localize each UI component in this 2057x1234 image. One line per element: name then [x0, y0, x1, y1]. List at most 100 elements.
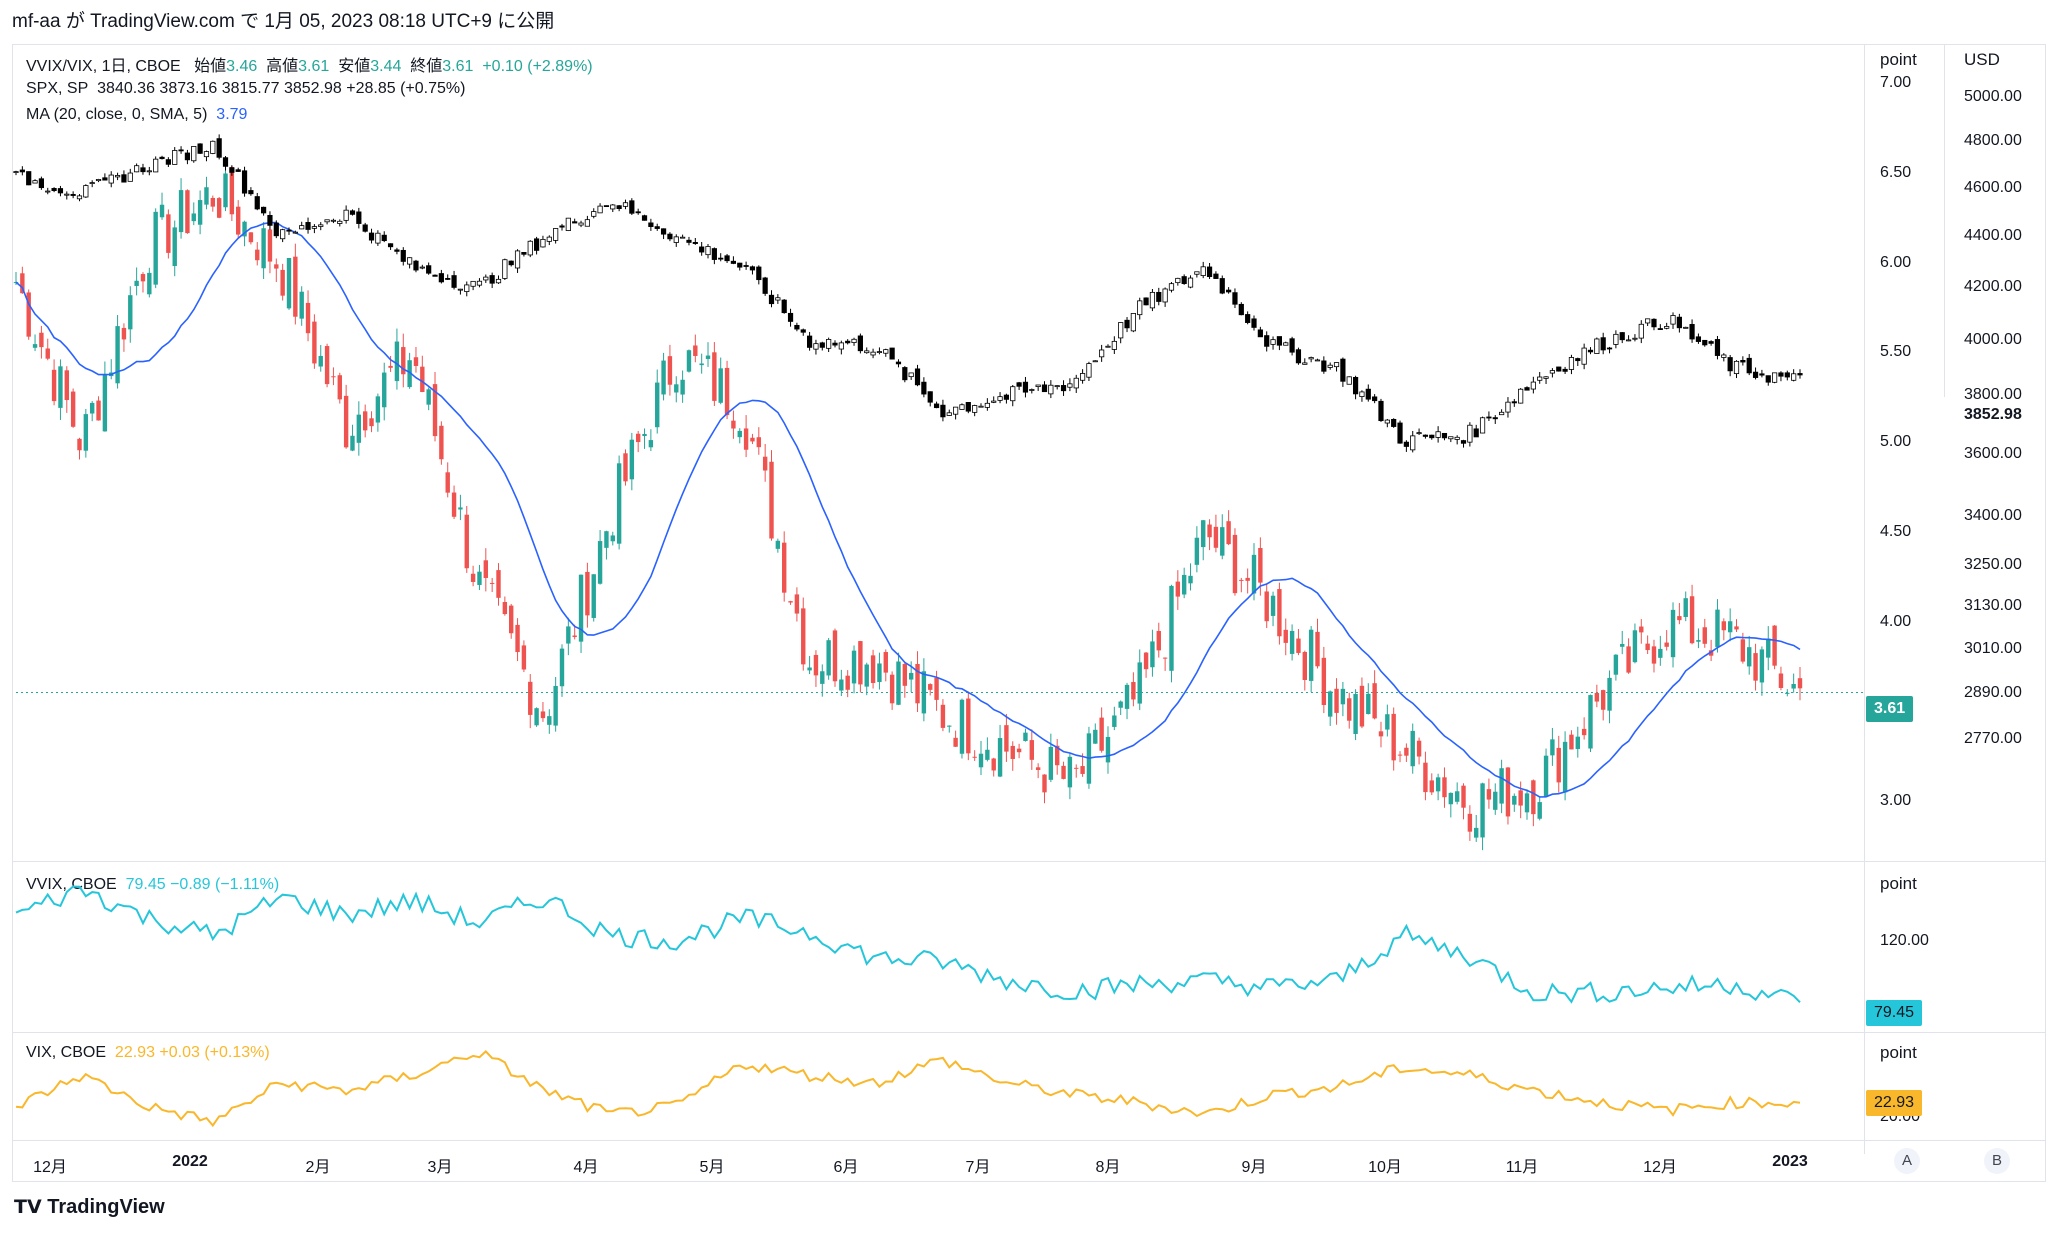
spx-candle	[1257, 329, 1263, 338]
pane-separator-2[interactable]	[12, 1032, 2046, 1033]
spx-candle	[1479, 417, 1486, 434]
spx-candle	[134, 165, 140, 173]
ratio-candle	[1772, 625, 1777, 666]
log-scale-button[interactable]: B	[1984, 1148, 2010, 1174]
ratio-candle	[369, 418, 374, 427]
spx-candle	[1187, 277, 1194, 288]
spx-candle	[1499, 411, 1505, 416]
ratio-candle	[159, 204, 165, 218]
ratio-candle	[1499, 768, 1504, 804]
ratio-candle	[1105, 736, 1111, 763]
x-tick: 8月	[1095, 1159, 1121, 1176]
spx-candle	[1537, 376, 1543, 381]
ratio-candle	[1347, 698, 1352, 721]
spx-candle	[1429, 434, 1435, 439]
spx-candle	[1645, 318, 1651, 324]
ratio-candle	[769, 461, 774, 539]
spx-candle	[743, 265, 749, 267]
ratio-candle	[420, 366, 425, 392]
ratio-candle	[1118, 701, 1123, 708]
spx-candle	[457, 288, 464, 291]
ratio-candle	[597, 541, 603, 584]
ratio-candle	[305, 302, 311, 334]
ratio-candle	[1702, 627, 1707, 644]
spx-candle	[864, 350, 870, 354]
spx-candle	[667, 233, 673, 240]
legend-main[interactable]: VVIX/VIX, 1日, CBOE 始値3.46 高値3.61 安値3.44 …	[26, 52, 593, 76]
ratio-candle	[718, 368, 723, 403]
ratio-candle	[1372, 683, 1377, 719]
spx-candle	[1283, 342, 1289, 346]
ratio-candle	[921, 671, 927, 714]
legend-vix[interactable]: VIX, CBOE 22.93 +0.03 (+0.13%)	[26, 1044, 270, 1062]
tradingview-logo[interactable]: 𝗧𝗩 TradingView	[14, 1196, 165, 1219]
ratio-candle	[1112, 715, 1117, 727]
spx-candle	[1486, 416, 1492, 419]
auto-scale-button[interactable]: A	[1894, 1148, 1920, 1174]
spx-candle	[1518, 388, 1524, 404]
spx-candle	[292, 231, 298, 234]
spx-candle	[1181, 276, 1187, 285]
ratio-candle	[1150, 641, 1155, 668]
ratio-candle	[1156, 630, 1161, 651]
ratio-candle	[312, 321, 317, 364]
x-tick: 7月	[965, 1159, 991, 1176]
x-tick: 11月	[1505, 1159, 1539, 1176]
ratio-candle	[1556, 747, 1561, 783]
legend-spx[interactable]: SPX, SP 3840.36 3873.16 3815.77 3852.98 …	[26, 80, 465, 98]
spx-candle	[1664, 326, 1670, 329]
legend-vvix[interactable]: VVIX, CBOE 79.45 −0.89 (−1.11%)	[26, 876, 279, 894]
ratio-candle	[509, 605, 514, 634]
ratio-candle	[699, 363, 704, 366]
spx-candle	[381, 234, 387, 242]
spx-candle	[921, 381, 927, 395]
ratio-candle	[528, 681, 533, 715]
pane-separator-1[interactable]	[12, 861, 2046, 862]
ratio-candle	[934, 677, 939, 700]
ratio-candle	[883, 652, 888, 673]
ratio-candle	[1010, 745, 1015, 759]
spx-candle	[1702, 339, 1708, 346]
usd-tick: 4400.00	[1964, 226, 2022, 244]
spx-candle	[1441, 432, 1448, 439]
ratio-candle	[680, 379, 685, 395]
spx-candle	[540, 238, 546, 248]
ratio-candle	[1181, 574, 1187, 595]
legend-ma[interactable]: MA (20, close, 0, SMA, 5) 3.79	[26, 106, 247, 124]
ratio-candle	[1696, 640, 1701, 642]
ratio-candle	[401, 347, 406, 375]
spx-candle	[1581, 347, 1587, 365]
ratio-candle	[1321, 657, 1327, 706]
spx-candle	[1473, 428, 1479, 438]
spx-candle	[127, 172, 133, 182]
spx-candle	[495, 278, 502, 284]
spx-candle	[146, 170, 152, 173]
ratio-candle	[64, 370, 69, 401]
spx-candle	[1346, 376, 1352, 385]
ratio-candle	[299, 291, 304, 319]
spx-candle	[1638, 323, 1644, 339]
spx-candle	[673, 236, 679, 243]
spx-candle	[1772, 372, 1778, 383]
ratio-candle	[1639, 626, 1644, 633]
spx-candle	[648, 222, 654, 227]
spx-candle	[324, 219, 330, 223]
spx-candle	[1073, 377, 1079, 389]
ratio-candle	[77, 438, 82, 451]
axis-unit-usd: USD	[1964, 50, 2000, 69]
chart-frame[interactable]	[12, 44, 2046, 1182]
axis-unit-point-vix: point	[1880, 1043, 1917, 1062]
spx-candle	[280, 229, 286, 240]
legend-high: 3.61	[298, 58, 330, 75]
spx-candle	[305, 222, 311, 230]
spx-candle	[1708, 341, 1714, 344]
ratio-tick: 4.50	[1880, 522, 1912, 540]
spx-candle	[1149, 291, 1156, 309]
ratio-candle	[1131, 681, 1136, 700]
ratio-candle	[978, 753, 984, 768]
ratio-candle	[1359, 685, 1365, 727]
ratio-candle	[1474, 827, 1479, 838]
spx-candle	[514, 250, 521, 269]
spx-candle	[1511, 401, 1517, 404]
